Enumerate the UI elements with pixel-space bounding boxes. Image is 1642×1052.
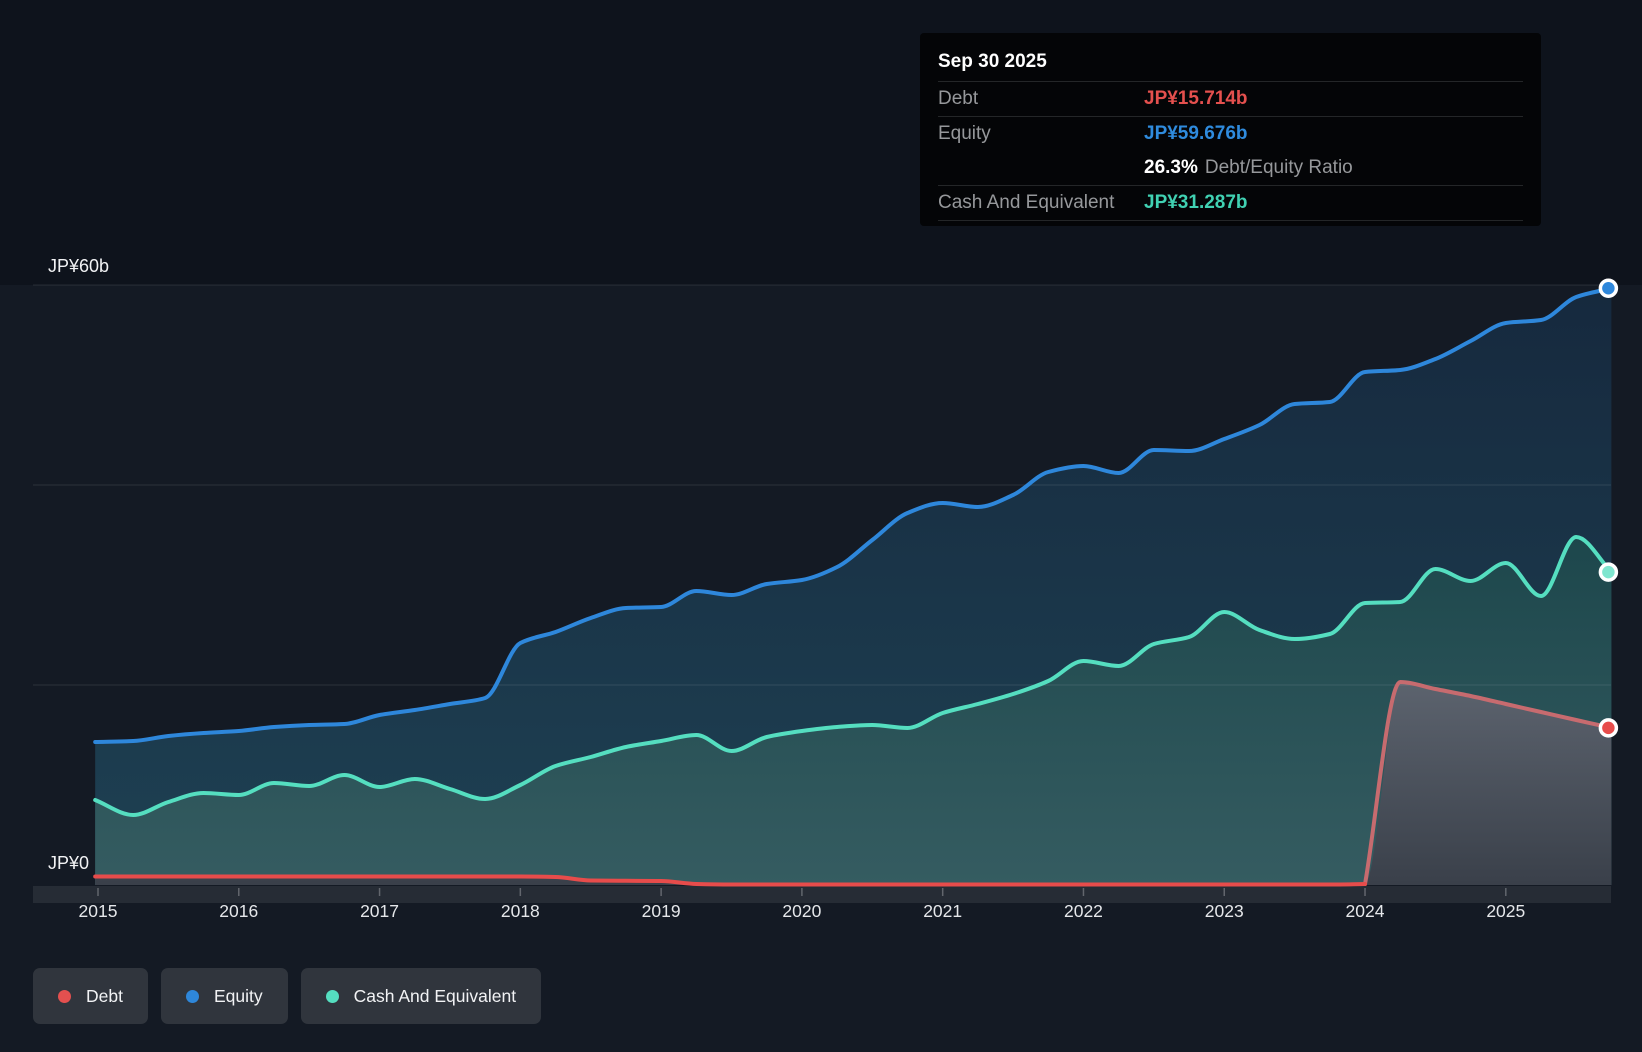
tooltip-date: Sep 30 2025 — [938, 43, 1523, 82]
tooltip-ratio-label: Debt/Equity Ratio — [1204, 157, 1353, 178]
y-axis-top-label: JP¥60b — [48, 256, 109, 276]
debt-line — [93, 874, 1368, 887]
x-axis-label-2019: 2019 — [642, 901, 681, 921]
cash-endpoint-marker[interactable] — [1598, 562, 1619, 582]
debt-endpoint-marker[interactable] — [1598, 718, 1619, 738]
x-axis-label-2022: 2022 — [1064, 901, 1103, 921]
tooltip-cash-value: JP¥31.287b — [1144, 192, 1248, 213]
x-axis-label-2015: 2015 — [79, 901, 118, 921]
tooltip-equity-value: JP¥59.676b — [1144, 123, 1248, 144]
chart-tooltip: Sep 30 2025 Debt JP¥15.714b Equity JP¥59… — [920, 33, 1541, 226]
tooltip-equity-label: Equity — [938, 123, 991, 144]
tooltip-row-ratio: 26.3% Debt/Equity Ratio — [938, 151, 1523, 186]
x-axis-strip — [33, 886, 1611, 903]
tooltip-debt-value: JP¥15.714b — [1144, 88, 1248, 109]
x-axis-label-2018: 2018 — [501, 901, 540, 921]
equity-endpoint-marker[interactable] — [1598, 278, 1619, 298]
tooltip-row-debt: Debt JP¥15.714b — [938, 82, 1523, 117]
debt-dot-icon — [58, 989, 71, 1003]
tooltip-row-equity: Equity JP¥59.676b — [938, 117, 1523, 151]
cash-line — [93, 535, 1614, 817]
legend-equity-label: Equity — [213, 985, 263, 1006]
legend-item-debt[interactable]: Debt — [33, 968, 148, 1024]
tooltip-row-cash: Cash And Equivalent JP¥31.287b — [938, 186, 1523, 221]
x-axis-label-2020: 2020 — [782, 901, 821, 921]
chart-legend: Debt Equity Cash And Equivalent — [33, 968, 542, 1024]
x-axis-label-2017: 2017 — [360, 901, 399, 921]
tooltip-debt-label: Debt — [938, 88, 979, 109]
legend-cash-label: Cash And Equivalent — [353, 985, 517, 1006]
equity-line — [93, 286, 1614, 744]
x-axis-label-2016: 2016 — [219, 901, 258, 921]
tooltip-ratio-value: 26.3% — [1144, 157, 1198, 178]
debt-area — [95, 682, 1612, 885]
x-axis-label-2024: 2024 — [1346, 901, 1385, 921]
debt-line-recent — [1363, 680, 1614, 886]
cash-dot-icon — [325, 989, 339, 1003]
x-axis-label-2025: 2025 — [1486, 901, 1525, 921]
tooltip-cash-label: Cash And Equivalent — [938, 192, 1115, 213]
x-axis-label-2021: 2021 — [923, 901, 962, 921]
legend-item-cash[interactable]: Cash And Equivalent — [300, 968, 542, 1024]
equity-dot-icon — [185, 989, 199, 1003]
y-axis-zero-label: JP¥0 — [48, 853, 89, 873]
x-axis-label-2023: 2023 — [1205, 901, 1244, 921]
legend-item-equity[interactable]: Equity — [160, 968, 288, 1024]
legend-debt-label: Debt — [86, 985, 123, 1006]
